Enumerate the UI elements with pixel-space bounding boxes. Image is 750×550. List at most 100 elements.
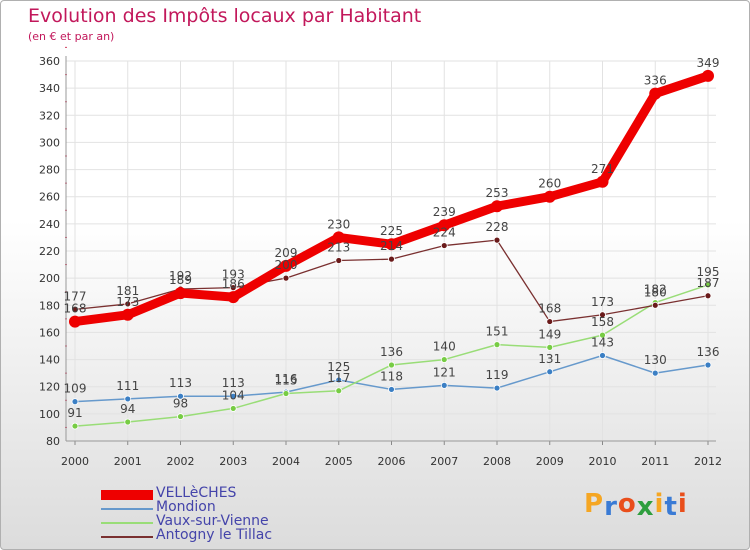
data-point-antogny-le-tillac <box>440 242 448 249</box>
data-label-vell-ches: 271 <box>591 162 614 176</box>
data-label-vell-ches: 168 <box>64 302 87 316</box>
legend-label-mondion: Mondion <box>156 499 216 515</box>
data-point-mondion <box>177 392 184 400</box>
data-label-mondion: 116 <box>275 372 298 386</box>
x-tick-label: 2001 <box>114 455 142 468</box>
data-point-antogny-le-tillac <box>651 301 659 309</box>
data-point-vell-ches <box>491 200 503 213</box>
data-label-vell-ches: 253 <box>486 186 509 200</box>
data-point-mondion <box>71 398 79 406</box>
data-point-mondion <box>388 386 395 393</box>
data-label-vaux-sur-vienne: 195 <box>697 265 720 279</box>
x-tick-label: 2008 <box>483 455 511 468</box>
data-label-antogny-le-tillac: 193 <box>222 268 245 282</box>
legend-item-velleches: VELLèCHES <box>101 485 361 502</box>
data-point-vaux-sur-vienne <box>71 422 79 430</box>
data-point-vaux-sur-vienne <box>493 341 501 349</box>
data-label-mondion: 136 <box>697 345 720 359</box>
data-point-antogny-le-tillac <box>71 305 79 313</box>
y-tick-label: 140 <box>39 354 60 367</box>
data-label-vell-ches: 260 <box>538 177 561 191</box>
legend-label-velleches: VELLèCHES <box>156 485 237 501</box>
data-point-mondion <box>599 352 606 359</box>
data-point-antogny-le-tillac <box>599 311 606 319</box>
data-point-mondion <box>704 361 712 369</box>
legend: VELLèCHES Mondion Vaux-sur-Vienne Antogn… <box>101 485 361 544</box>
data-point-vell-ches <box>438 219 451 232</box>
data-point-vell-ches <box>174 287 187 300</box>
data-label-antogny-le-tillac: 187 <box>697 276 720 290</box>
data-point-vell-ches <box>596 175 609 188</box>
y-tick-label: 100 <box>39 408 60 421</box>
x-tick-label: 2002 <box>167 455 195 468</box>
y-tick-label: 220 <box>39 245 60 258</box>
data-label-antogny-le-tillac: 228 <box>486 220 509 234</box>
x-tick-label: 2007 <box>430 455 458 468</box>
data-point-vaux-sur-vienne <box>177 413 184 420</box>
data-label-vell-ches: 225 <box>380 224 403 238</box>
data-label-mondion: 113 <box>169 376 192 390</box>
y-tick-label: 360 <box>39 55 60 68</box>
data-label-mondion: 119 <box>486 368 509 382</box>
data-point-vell-ches <box>121 308 134 321</box>
data-label-mondion: 143 <box>591 336 614 350</box>
line-chart: 80 100 120 140 160 180 200 220 240 260 280 300 320 34… <box>39 46 722 468</box>
data-label-mondion: 131 <box>538 352 561 366</box>
data-point-antogny-le-tillac <box>546 318 554 325</box>
data-point-antogny-le-tillac <box>388 255 395 263</box>
data-point-mondion <box>440 381 448 389</box>
x-tick-label: 2012 <box>694 455 722 468</box>
data-label-mondion: 109 <box>64 382 87 396</box>
data-labels: 168 173 189 186 209 230 225 239 253 260 271 336 349 1… <box>64 56 720 420</box>
data-label-antogny-le-tillac: 224 <box>433 226 456 240</box>
y-tick-label: 160 <box>39 326 60 339</box>
logo-letter: r <box>604 492 618 522</box>
data-label-vaux-sur-vienne: 149 <box>538 327 561 341</box>
data-label-antogny-le-tillac: 213 <box>327 241 350 255</box>
data-label-vell-ches: 336 <box>644 74 667 88</box>
data-point-vell-ches <box>332 231 345 244</box>
data-label-mondion: 125 <box>327 360 350 374</box>
data-point-antogny-le-tillac <box>335 257 343 264</box>
data-point-vaux-sur-vienne <box>599 331 606 339</box>
y-tick-label: 120 <box>39 381 60 394</box>
data-label-vaux-sur-vienne: 136 <box>380 345 403 359</box>
y-tick-label: 280 <box>39 164 60 177</box>
data-label-vell-ches: 189 <box>169 273 192 287</box>
data-label-antogny-le-tillac: 177 <box>64 289 87 303</box>
data-label-antogny-le-tillac: 192 <box>169 269 192 283</box>
x-tick-label: 2004 <box>272 455 300 468</box>
data-point-vaux-sur-vienne <box>282 390 290 397</box>
legend-label-vaux-sur-vienne: Vaux-sur-Vienne <box>156 513 269 529</box>
data-label-vaux-sur-vienne: 98 <box>173 397 188 411</box>
data-label-antogny-le-tillac: 181 <box>116 284 139 298</box>
data-point-vaux-sur-vienne <box>546 343 554 351</box>
data-label-mondion: 113 <box>222 376 245 390</box>
chart-title: Evolution des Impôts locaux par Habitant <box>28 5 422 27</box>
legend-item-antogny-le-tillac: Antogny le Tillac <box>101 527 361 544</box>
legend-swatch-vaux-sur-vienne <box>101 522 153 524</box>
logo-letter: i <box>654 489 665 519</box>
logo-letter: o <box>617 489 637 519</box>
data-label-vaux-sur-vienne: 104 <box>222 388 245 402</box>
data-point-vell-ches <box>543 190 556 203</box>
legend-item-mondion: Mondion <box>101 499 361 516</box>
data-point-vell-ches <box>280 259 292 272</box>
grid-lines <box>66 60 716 442</box>
logo-letter: P <box>584 489 605 519</box>
data-point-mondion <box>493 384 501 392</box>
logo-letter: x <box>636 492 655 522</box>
x-tick-label: 2005 <box>325 455 353 468</box>
logo-letter: t <box>664 492 678 522</box>
legend-swatch-mondion <box>101 508 153 510</box>
axes: 80 100 120 140 160 180 200 220 240 260 280 300 320 34… <box>39 46 722 468</box>
data-label-vaux-sur-vienne: 140 <box>433 340 456 354</box>
y-tick-label: 180 <box>39 299 60 312</box>
data-point-mondion <box>651 369 659 377</box>
data-point-antogny-le-tillac <box>704 292 712 300</box>
data-label-vaux-sur-vienne: 94 <box>120 402 135 416</box>
y-tick-label: 340 <box>39 82 60 95</box>
x-tick-label: 2006 <box>378 455 406 468</box>
data-point-antogny-le-tillac <box>282 274 290 282</box>
